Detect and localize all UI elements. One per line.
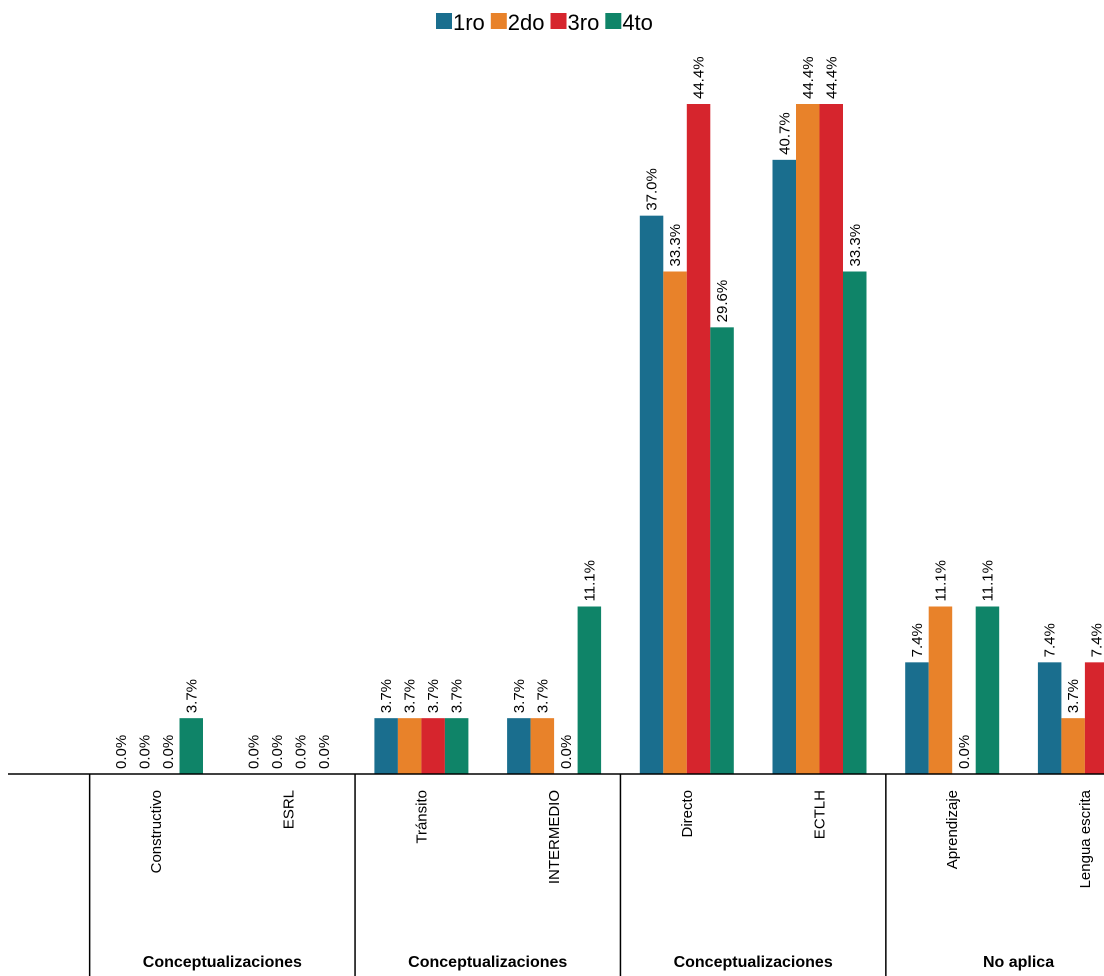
data-label-ectlh-3ro: 44.4% — [823, 56, 840, 99]
bar-transito-4to — [444, 718, 469, 774]
data-label-lengua-escrita-2do: 3.7% — [1065, 679, 1082, 713]
bar-ectlh-1ro — [772, 159, 796, 775]
bar-ectlh-4to — [843, 271, 867, 774]
group-label-4: No aplica — [983, 954, 1054, 971]
x-tick-label-constructivo: Constructivo — [148, 790, 165, 873]
x-tick-label-intermedio: INTERMEDIO — [546, 790, 563, 884]
group-label-3: Conceptualizaciones — [674, 954, 833, 971]
legend-swatch-4to — [605, 13, 622, 29]
data-label-aprendizaje-2do: 11.1% — [932, 560, 949, 601]
data-label-transito-2do: 3.7% — [402, 679, 419, 713]
data-label-transito-4to: 3.7% — [449, 679, 466, 713]
bar-transito-2do — [397, 718, 422, 774]
group-label-1: Conceptualizaciones — [143, 954, 302, 971]
data-label-directo-4to: 29.6% — [714, 280, 731, 323]
data-label-aprendizaje-3ro: 0.0% — [956, 735, 973, 769]
x-tick-label-lengua-escrita: Lengua escrita — [1077, 789, 1094, 888]
data-label-ectlh-1ro: 40.7% — [776, 112, 793, 155]
data-label-intermedio-4to: 11.1% — [581, 560, 598, 601]
bar-aprendizaje-2do — [928, 606, 953, 774]
bar-directo-2do — [663, 271, 687, 774]
bar-constructivo-4to — [179, 718, 203, 774]
legend-swatch-2do — [490, 13, 507, 29]
x-tick-label-aprendizaje: Aprendizaje — [944, 790, 961, 869]
x-axis: Constructivo ESRL Tránsito INTERMEDIO Direct… — [8, 773, 1104, 976]
legend: 1ro 2do 3ro 4to — [436, 10, 653, 35]
x-tick-label-esrl: ESRL — [281, 790, 298, 829]
legend-label-4to: 4to — [622, 10, 653, 35]
x-tick-label-ectlh: ECTLH — [812, 790, 829, 839]
data-label-aprendizaje-1ro: 7.4% — [909, 623, 926, 657]
x-tick-label-transito: Tránsito — [413, 790, 430, 844]
bar-aprendizaje-1ro — [905, 662, 929, 774]
data-label-lengua-escrita-1ro: 7.4% — [1042, 623, 1059, 657]
legend-swatch-1ro — [436, 13, 452, 29]
legend-label-1ro: 1ro — [453, 10, 485, 35]
legend-label-2do: 2do — [508, 10, 545, 35]
data-label-aprendizaje-4to: 11.1% — [979, 560, 996, 601]
data-label-directo-1ro: 37.0% — [644, 168, 661, 211]
x-tick-label-directo: Directo — [679, 790, 696, 838]
data-label-intermedio-1ro: 3.7% — [511, 679, 528, 713]
bar-transito-3ro — [421, 718, 445, 774]
bar-ectlh-2do — [796, 104, 820, 774]
data-label-constructivo-4to: 3.7% — [183, 679, 200, 713]
bar-directo-3ro — [686, 104, 711, 774]
bar-directo-4to — [710, 327, 734, 774]
data-label-transito-3ro: 3.7% — [425, 679, 442, 713]
bars-layer — [179, 104, 1104, 775]
bar-transito-1ro — [374, 718, 398, 774]
data-label-intermedio-3ro: 0.0% — [558, 735, 575, 769]
bar-lengua-escrita-1ro — [1037, 662, 1062, 774]
bar-lengua-escrita-2do — [1061, 718, 1085, 774]
data-label-directo-3ro: 44.4% — [691, 56, 708, 99]
data-label-constructivo-1ro: 0.0% — [113, 735, 130, 769]
bar-directo-1ro — [639, 215, 664, 774]
bar-intermedio-1ro — [507, 718, 531, 774]
data-label-esrl-1ro: 0.0% — [245, 735, 262, 769]
legend-label-3ro: 3ro — [568, 10, 600, 35]
legend-swatch-3ro — [550, 13, 567, 29]
bar-lengua-escrita-3ro — [1084, 662, 1104, 774]
data-label-transito-1ro: 3.7% — [378, 679, 395, 713]
bar-aprendizaje-4to — [975, 606, 1000, 774]
bar-intermedio-4to — [577, 606, 602, 774]
data-label-lengua-escrita-3ro: 7.4% — [1089, 623, 1104, 657]
data-label-esrl-2do: 0.0% — [269, 735, 286, 769]
bar-intermedio-2do — [530, 718, 555, 774]
data-label-constructivo-2do: 0.0% — [136, 735, 153, 769]
data-label-constructivo-3ro: 0.0% — [160, 735, 177, 769]
data-label-directo-2do: 33.3% — [667, 224, 684, 267]
data-label-intermedio-2do: 3.7% — [534, 679, 551, 713]
bar-ectlh-3ro — [819, 104, 843, 774]
data-labels-layer: 0.0% 0.0% 0.0% 3.7% 0.0% 0.0% 0.0% 0.0% 3.7% 3.7%… — [113, 56, 1104, 769]
data-label-ectlh-2do: 44.4% — [800, 56, 817, 99]
data-label-ectlh-4to: 33.3% — [847, 224, 864, 267]
group-label-2: Conceptualizaciones — [408, 954, 567, 971]
data-label-esrl-4to: 0.0% — [316, 735, 333, 769]
data-label-esrl-3ro: 0.0% — [292, 735, 309, 769]
